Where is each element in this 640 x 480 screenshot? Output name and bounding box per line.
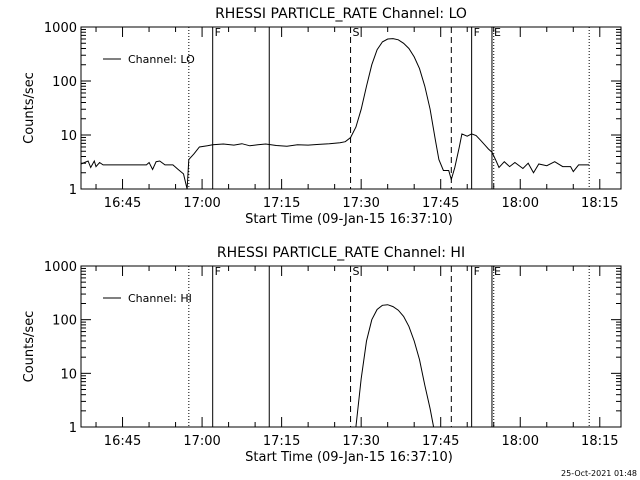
y-tick-label: 1000 (44, 21, 77, 36)
x-tick-label: 17:15 (263, 196, 300, 211)
y-axis-label: Counts/sec (22, 72, 37, 144)
x-axis-label: Start Time (09-Jan-15 16:37:10) (245, 212, 453, 227)
chart-panel-2: RHESSI PARTICLE_RATE Channel: HI 1 10 100 10… (22, 245, 622, 465)
y-tick-label: 10 (60, 129, 77, 144)
y-tick-label: 1000 (44, 260, 77, 275)
x-tick-label: 18:15 (581, 196, 618, 211)
x-tick-label: 17:00 (183, 434, 220, 449)
x-tick-label: 18:00 (502, 434, 539, 449)
data-series-line (80, 38, 590, 190)
x-tick-label: 18:15 (581, 434, 618, 449)
chart-title: RHESSI PARTICLE_RATE Channel: HI (217, 245, 465, 261)
x-tick-label: 18:00 (502, 196, 539, 211)
x-axis-label: Start Time (09-Jan-15 16:37:10) (245, 450, 453, 465)
footer-timestamp: 25-Oct-2021 01:48 (561, 469, 637, 478)
x-tick-label: 17:30 (342, 196, 379, 211)
chart-panels: RHESSI PARTICLE_RATE Channel: LO 1 10 100 10… (22, 6, 622, 465)
legend-label: Channel: HI (128, 292, 192, 305)
event-marker-label: F (474, 26, 480, 39)
event-marker-label: S (353, 26, 360, 39)
event-marker-label: F (215, 265, 221, 278)
chart-title: RHESSI PARTICLE_RATE Channel: LO (215, 6, 467, 22)
x-tick-label: 17:15 (263, 434, 300, 449)
y-tick-label: 1 (69, 183, 77, 198)
event-marker-label: F (215, 26, 221, 39)
x-tick-label: 17:30 (342, 434, 379, 449)
legend-label: Channel: LO (128, 53, 195, 66)
y-tick-label: 1 (69, 421, 77, 436)
data-series-line (355, 304, 435, 428)
x-tick-label: 17:45 (422, 434, 459, 449)
y-tick-label: 10 (60, 367, 77, 382)
event-marker-label: F (474, 265, 480, 278)
x-tick-label: 17:45 (422, 196, 459, 211)
event-marker-label: E (494, 265, 501, 278)
x-tick-label: 16:45 (104, 196, 141, 211)
y-tick-label: 100 (52, 75, 77, 90)
event-marker-label: S (353, 265, 360, 278)
x-tick-label: 16:45 (104, 434, 141, 449)
x-tick-label: 17:00 (183, 196, 220, 211)
event-marker-label: E (494, 26, 501, 39)
y-axis-label: Counts/sec (22, 311, 37, 383)
chart-panel-1: RHESSI PARTICLE_RATE Channel: LO 1 10 100 10… (22, 6, 622, 227)
y-tick-label: 100 (52, 314, 77, 329)
